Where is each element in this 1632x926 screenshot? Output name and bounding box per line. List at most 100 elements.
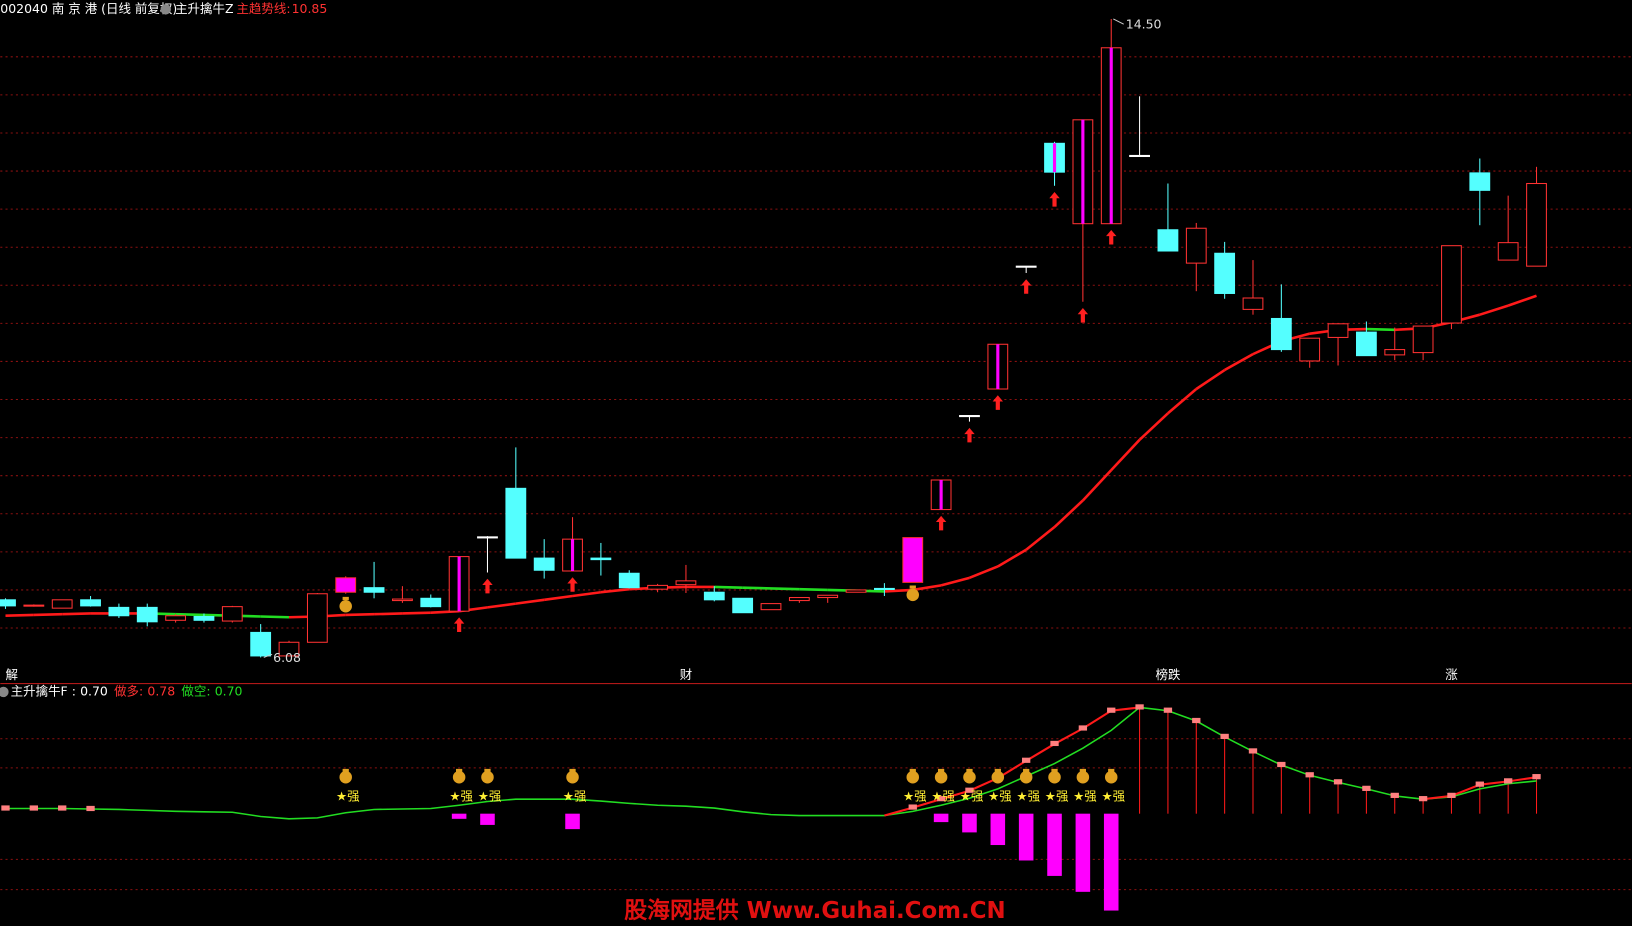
ma-line — [33, 612, 63, 617]
watermark: 股海网提供 Www.Guhai.Com.CN — [624, 897, 1005, 924]
long-dot — [1447, 792, 1456, 798]
candle-body — [0, 599, 16, 607]
ma-line — [742, 586, 772, 590]
bag-icon — [452, 770, 466, 784]
short-bar — [1047, 813, 1062, 876]
buy-arrow — [964, 427, 975, 443]
bag-icon — [906, 770, 920, 784]
high-pointer — [1113, 18, 1124, 25]
candle-body — [306, 593, 328, 643]
ma-line — [912, 584, 942, 592]
long-dot — [1135, 704, 1144, 710]
long-line — [1508, 776, 1537, 783]
bag-knot — [937, 768, 945, 773]
short-bar — [1075, 813, 1091, 892]
candle-body — [1526, 182, 1547, 267]
candle-body — [817, 594, 839, 599]
ma-label: 主趋势线: — [236, 1, 290, 16]
long-line — [1111, 706, 1140, 712]
long-dot — [1475, 781, 1484, 787]
ma-line — [714, 585, 743, 589]
indicator-icon[interactable] — [0, 686, 9, 698]
candle-body — [80, 599, 101, 607]
ma-line — [62, 612, 91, 616]
buy-arrow — [453, 617, 465, 632]
bag-knot — [909, 585, 916, 589]
low-label: 6.08 — [273, 650, 301, 665]
candle-body — [505, 487, 527, 559]
ma-value: 10.85 — [292, 1, 328, 16]
header-label: 主升擒牛F : — [11, 683, 76, 698]
indicator-name: 主升擒牛Z — [175, 1, 233, 16]
ma-line — [968, 565, 999, 580]
ma-line — [1025, 525, 1056, 551]
long-dot — [1248, 748, 1258, 754]
long-line — [1422, 794, 1452, 801]
buy-arrow — [1077, 308, 1089, 323]
signal-label: ★强 — [336, 788, 360, 803]
bag-icon — [339, 599, 352, 613]
long-dot — [29, 805, 39, 811]
bag-icon — [1104, 770, 1118, 784]
ma-line — [260, 615, 290, 619]
long-dot — [908, 804, 917, 810]
candle-body — [959, 415, 980, 418]
ma-line — [997, 548, 1027, 568]
short-bar — [565, 813, 580, 830]
candle-body — [23, 604, 45, 607]
event-label: 涨 — [1445, 667, 1458, 682]
header-value: 0.70 — [215, 683, 243, 698]
candle-body — [760, 603, 782, 611]
bag-icon — [566, 770, 579, 784]
bag-knot — [484, 768, 491, 773]
bag-knot — [994, 768, 1001, 773]
ma-line — [1507, 294, 1537, 307]
indicator-icon[interactable] — [160, 4, 171, 15]
candle-body — [335, 577, 357, 593]
candle-body — [1412, 325, 1434, 354]
long-dot — [1532, 774, 1541, 780]
bag-knot — [1079, 768, 1086, 773]
candle-body — [420, 597, 442, 608]
candle-body — [647, 584, 668, 590]
long-dot — [1022, 757, 1031, 763]
bag-knot — [1108, 768, 1115, 773]
long-line — [1082, 709, 1112, 730]
signal-label: ★强 — [1073, 788, 1097, 803]
header-label: 做空: — [181, 683, 210, 698]
ma-line — [1479, 304, 1509, 316]
long-dot — [1333, 779, 1343, 785]
ma-line — [884, 588, 913, 593]
header-value: 0.70 — [80, 683, 108, 698]
header-label: 做多: — [114, 683, 143, 698]
candle-body — [1214, 252, 1236, 294]
candle-body — [1270, 317, 1292, 351]
buy-arrow — [992, 395, 1004, 410]
candle-body — [108, 606, 130, 617]
long-dot — [86, 805, 95, 812]
event-label: 解 — [5, 667, 17, 682]
candle-body — [590, 557, 612, 561]
candle-body — [193, 615, 215, 621]
long-line — [1479, 780, 1509, 786]
signal-label: ★强 — [563, 788, 587, 803]
bag-knot — [342, 768, 349, 773]
ma-line — [374, 612, 403, 616]
long-dot — [1, 805, 10, 811]
long-dot — [936, 796, 946, 802]
event-label: 财 — [680, 667, 692, 682]
bag-knot — [1051, 768, 1058, 773]
candle-body — [136, 606, 158, 623]
long-dot — [1078, 725, 1088, 731]
long-line — [1025, 743, 1056, 762]
short-bar — [451, 813, 467, 819]
long-dot — [1107, 707, 1116, 713]
long-line — [940, 789, 970, 801]
bag-icon — [991, 770, 1005, 784]
candle-body — [732, 597, 754, 614]
short-bar — [933, 813, 949, 823]
ma-line — [5, 613, 34, 618]
signal-label: ★强 — [1016, 788, 1040, 803]
bag-icon — [1048, 770, 1061, 784]
